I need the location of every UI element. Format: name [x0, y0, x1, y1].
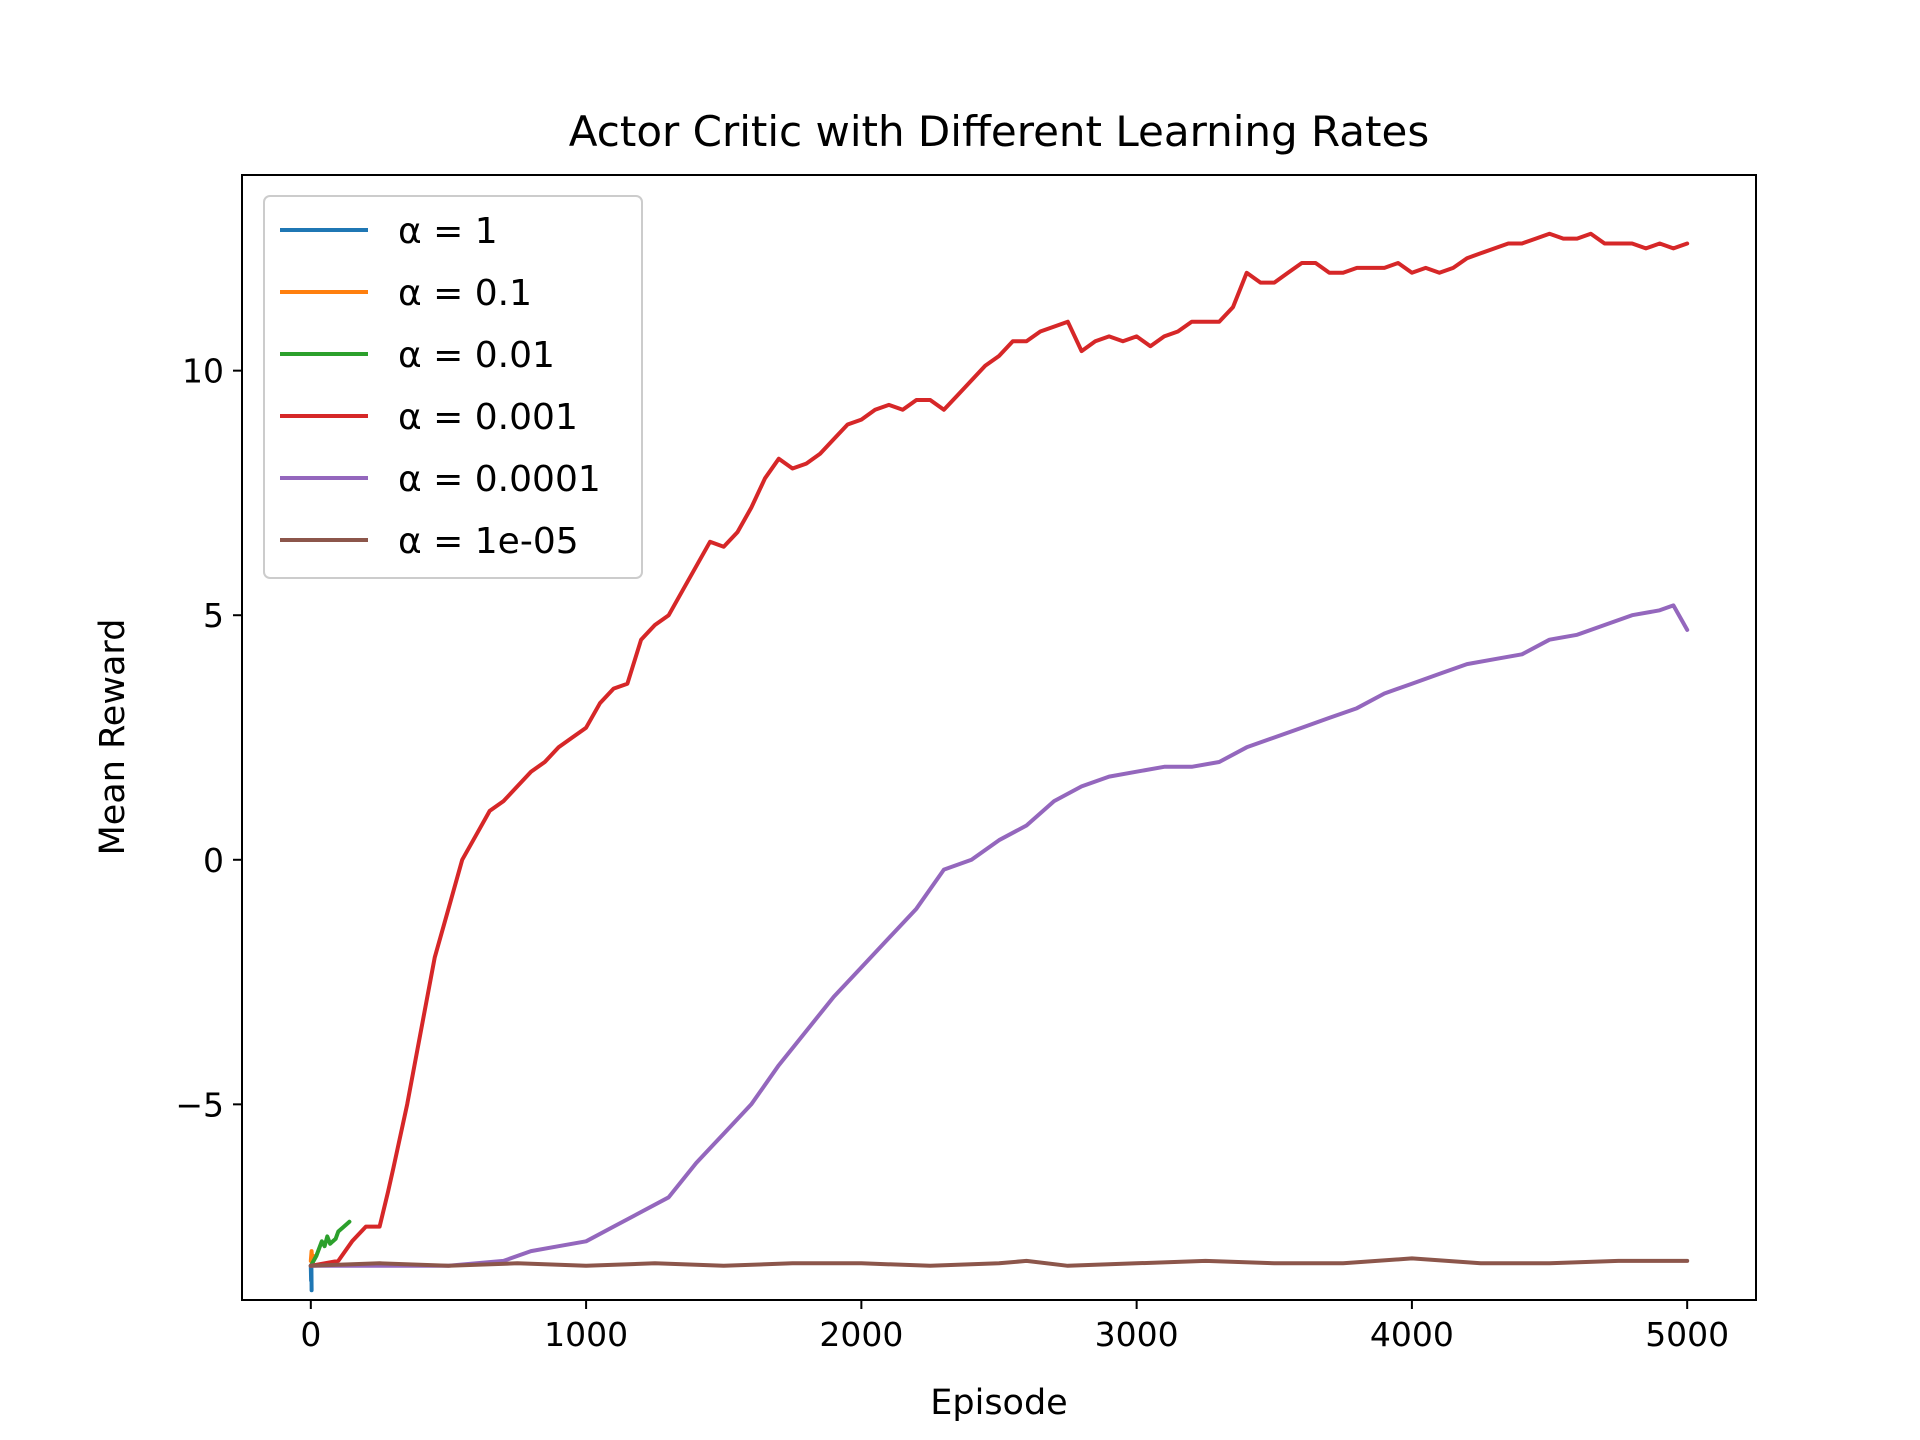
series-line-0	[308, 1263, 314, 1293]
legend-label: α = 1e-05	[398, 521, 579, 562]
x-axis: 0 1000 2000 3000 4000 5000	[300, 1300, 1729, 1354]
y-tick-label: 10	[182, 352, 224, 391]
plot-area	[241, 174, 1757, 1301]
series-line-3	[308, 231, 1690, 1268]
x-tick-label: 1000	[544, 1315, 628, 1354]
series-line-2	[308, 1219, 352, 1268]
plot-frame	[241, 174, 1757, 1301]
y-tick-label: −5	[175, 1085, 224, 1124]
x-tick-label: 0	[300, 1315, 321, 1354]
legend-label: α = 0.1	[398, 273, 532, 314]
x-tick-label: 3000	[1095, 1315, 1179, 1354]
legend-label: α = 0.001	[398, 397, 578, 438]
legend: α = 1 α = 0.1 α = 0.01 α = 0.001 α = 0.0001 α…	[263, 195, 643, 579]
x-tick-label: 5000	[1645, 1315, 1729, 1354]
x-tick-label: 4000	[1370, 1315, 1454, 1354]
legend-entries: α = 1 α = 0.1 α = 0.01 α = 0.001 α = 0.0001 α…	[280, 211, 601, 562]
y-axis-label: Mean Reward	[93, 619, 133, 856]
legend-label: α = 0.0001	[398, 459, 601, 500]
series-group	[308, 231, 1690, 1293]
x-tick-label: 2000	[819, 1315, 903, 1354]
y-axis: −5 0 5 10	[175, 352, 242, 1124]
y-tick-label: 5	[203, 596, 224, 635]
series-line-5	[308, 1256, 1690, 1268]
series-line-4	[308, 603, 1690, 1268]
x-axis-label: Episode	[930, 1383, 1067, 1423]
legend-label: α = 1	[398, 211, 498, 252]
chart-title: Actor Critic with Different Learning Rat…	[569, 107, 1429, 156]
legend-label: α = 0.01	[398, 335, 555, 376]
y-tick-label: 0	[203, 841, 224, 880]
